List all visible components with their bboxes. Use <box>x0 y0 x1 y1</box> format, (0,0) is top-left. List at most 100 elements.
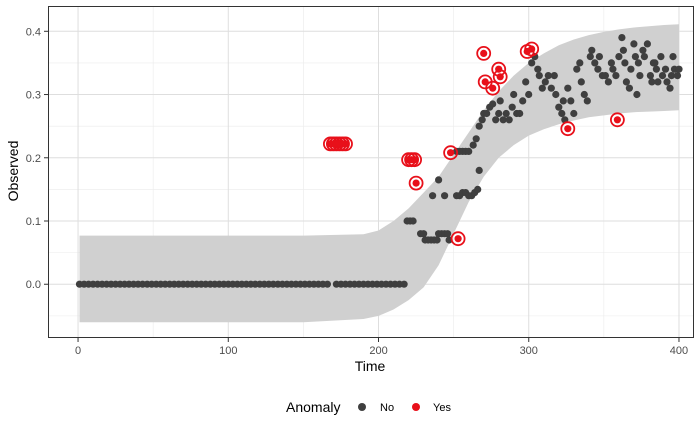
point-no <box>615 53 623 61</box>
point-no <box>502 109 510 118</box>
point-no <box>622 78 631 86</box>
point-no <box>492 116 500 124</box>
point-yes-ring <box>408 175 424 191</box>
point-no <box>631 53 640 61</box>
y-axis-title: Observed <box>5 141 21 202</box>
point-no <box>323 280 331 288</box>
point-no <box>528 59 536 67</box>
point-yes-ring <box>338 136 353 152</box>
point-no <box>535 72 543 80</box>
point-yes-dot <box>528 45 536 53</box>
point-yes-dot <box>564 125 572 133</box>
point-yes <box>610 112 625 128</box>
point-no <box>573 65 581 73</box>
point-yes <box>524 41 540 57</box>
point-no <box>607 59 616 67</box>
y-tick-label: 0.0 <box>26 279 41 291</box>
point-no <box>444 230 452 238</box>
legend-label-no: No <box>380 402 394 414</box>
y-axis: 0.0 0.1 0.2 0.3 0.4 <box>26 26 48 291</box>
point-yes-dot <box>613 116 622 124</box>
point-no <box>673 72 682 80</box>
point-yes <box>476 46 492 61</box>
point-no <box>495 109 503 118</box>
point-no <box>576 59 584 67</box>
point-yes <box>408 175 424 191</box>
point-no <box>475 166 483 174</box>
point-no <box>570 109 578 118</box>
point-no <box>469 141 477 149</box>
point-yes <box>338 136 353 152</box>
x-tick-label: 0 <box>75 345 81 357</box>
point-yes-ring <box>560 121 576 137</box>
point-no <box>627 65 635 73</box>
point-no <box>550 72 558 80</box>
point-no <box>547 84 555 92</box>
point-yes-ring <box>485 80 501 96</box>
point-yes-ring <box>524 41 540 57</box>
point-no <box>648 78 656 86</box>
point-no <box>510 90 518 99</box>
x-tick-label: 200 <box>369 345 387 357</box>
x-tick-label: 400 <box>670 345 688 357</box>
point-no <box>558 109 566 118</box>
point-no <box>618 34 626 42</box>
point-no <box>499 116 507 124</box>
point-no <box>472 135 480 143</box>
point-no <box>519 97 527 105</box>
point-no <box>633 90 641 99</box>
point-yes <box>407 152 423 168</box>
point-no <box>586 53 594 61</box>
point-no <box>634 59 643 67</box>
point-no <box>640 53 649 61</box>
point-no <box>475 122 483 130</box>
point-yes <box>450 231 466 247</box>
point-no <box>538 84 546 92</box>
point-no <box>652 65 661 73</box>
point-no <box>667 72 676 80</box>
point-no <box>621 59 629 67</box>
point-yes-ring <box>492 69 508 85</box>
point-yes-dot <box>489 84 497 92</box>
x-tick-label: 100 <box>219 345 237 357</box>
point-no <box>400 280 408 288</box>
point-no <box>594 65 602 73</box>
legend: Anomaly No Yes <box>286 399 451 415</box>
point-no <box>435 176 443 184</box>
y-tick-label: 0.3 <box>26 90 41 102</box>
point-no <box>508 103 516 111</box>
point-yes-dot <box>411 156 419 164</box>
point-yes-ring <box>443 145 459 161</box>
point-yes <box>485 80 501 96</box>
point-yes-ring <box>476 46 492 61</box>
point-yes-ring <box>407 152 423 168</box>
point-no <box>609 65 617 73</box>
point-yes-ring <box>610 112 625 128</box>
point-no <box>646 72 655 80</box>
point-no <box>651 59 659 67</box>
point-no <box>639 46 647 54</box>
point-no <box>552 90 560 99</box>
point-no <box>636 72 644 80</box>
point-no <box>654 78 662 86</box>
x-axis-title: Time <box>355 358 386 374</box>
point-no <box>601 72 610 80</box>
point-no <box>612 72 620 80</box>
points-yes-series <box>322 41 625 247</box>
point-no <box>541 78 549 86</box>
point-no <box>534 65 542 73</box>
legend-key-no <box>358 403 366 411</box>
point-yes-dot <box>412 179 420 187</box>
point-no <box>588 46 596 54</box>
point-no <box>522 78 530 86</box>
point-no <box>429 192 437 200</box>
y-tick-label: 0.1 <box>26 216 41 228</box>
point-no <box>525 90 533 99</box>
point-yes <box>560 121 576 137</box>
point-no <box>595 53 604 61</box>
y-tick-label: 0.4 <box>26 26 41 38</box>
point-yes-dot <box>341 140 350 148</box>
point-yes-dot <box>447 149 455 157</box>
point-no <box>663 78 671 86</box>
